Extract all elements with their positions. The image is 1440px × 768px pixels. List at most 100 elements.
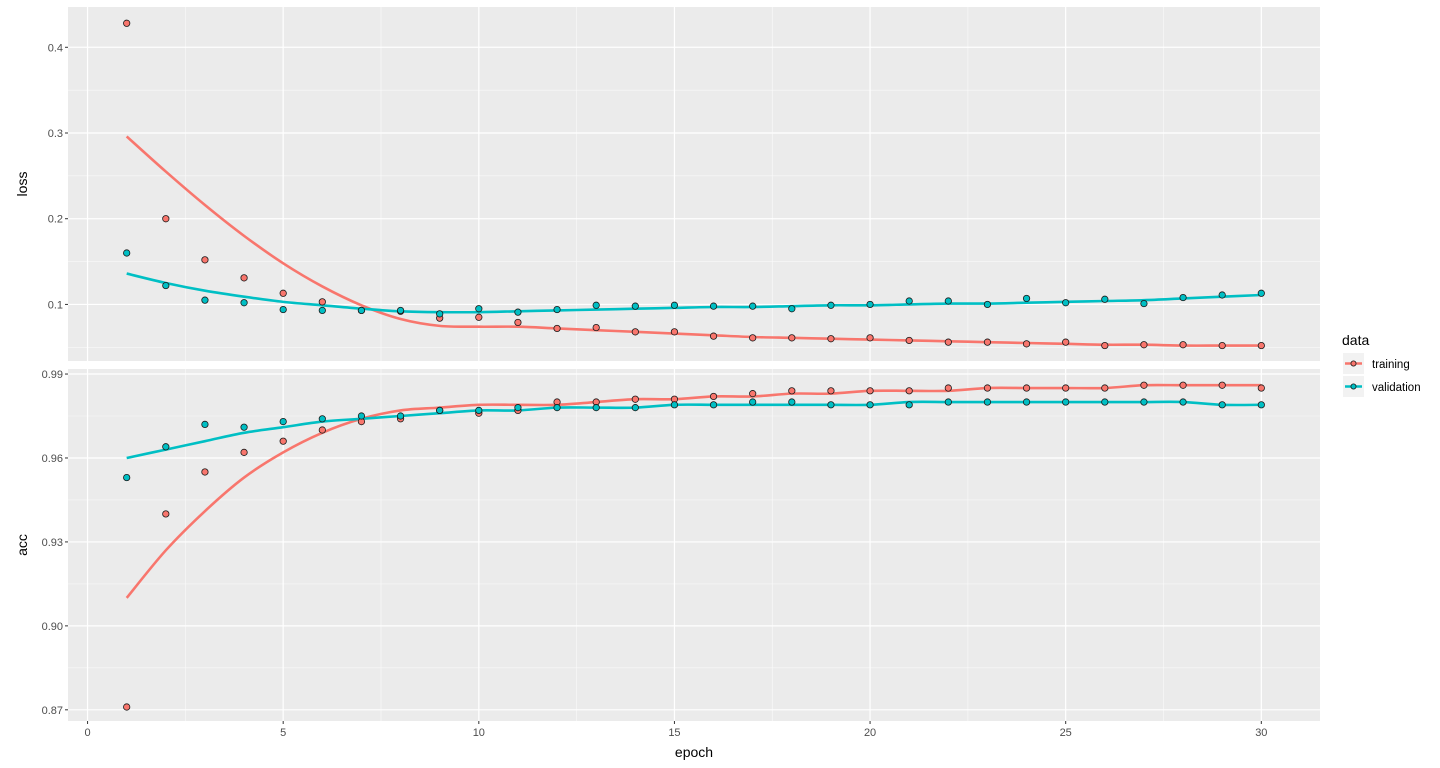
points-validation: [123, 249, 1265, 318]
data-point: [162, 510, 170, 518]
data-point: [1218, 291, 1226, 299]
y-axis-title-acc: acc: [14, 534, 30, 556]
facet-panels: 0.1 0.2 0.3 0.4 loss 0.87 0.90 0.93 0.96 0.99 acc: [14, 7, 1320, 721]
data-point: [1062, 384, 1070, 392]
data-point: [1101, 341, 1109, 350]
data-point: [201, 468, 209, 476]
smooth-line-training: [125, 135, 1262, 347]
y-tick-label: 0.90: [42, 621, 63, 633]
data-point: [162, 443, 170, 451]
legend-item-validation: validation: [1343, 376, 1421, 397]
data-point: [1140, 299, 1148, 308]
data-point: [631, 404, 639, 412]
data-point: [357, 306, 366, 315]
data-point: [1179, 341, 1187, 349]
data-point: [1022, 294, 1031, 303]
data-point: [240, 448, 248, 456]
data-point: [592, 404, 600, 412]
panel-acc: 0.87 0.90 0.93 0.96 0.99 acc: [14, 369, 1320, 721]
data-point: [749, 334, 757, 342]
legend-item-training: training: [1343, 353, 1410, 374]
data-point: [514, 318, 522, 327]
data-point: [1218, 401, 1226, 409]
data-point: [279, 418, 287, 426]
data-point: [1062, 338, 1070, 346]
y-tick-label: 0.93: [42, 537, 63, 549]
data-point: [788, 398, 796, 406]
data-point: [709, 392, 718, 401]
data-point: [436, 310, 444, 318]
data-point: [866, 387, 874, 395]
data-point: [279, 305, 287, 314]
data-point: [436, 406, 444, 415]
data-point: [1062, 299, 1070, 307]
data-point: [631, 395, 639, 403]
data-point: [475, 313, 483, 321]
data-point: [1101, 295, 1109, 303]
legend-label: training: [1372, 359, 1410, 371]
data-point: [1101, 384, 1109, 392]
legend-marker-icon: [1350, 360, 1357, 367]
data-point: [944, 338, 952, 346]
data-point: [201, 256, 209, 264]
data-point: [827, 401, 835, 409]
data-point: [514, 404, 522, 412]
data-point: [1140, 381, 1148, 389]
y-tick-label: 0.96: [42, 453, 63, 465]
data-point: [1257, 341, 1265, 350]
data-point: [944, 384, 952, 392]
data-point: [670, 401, 679, 409]
data-point: [749, 398, 757, 406]
data-point: [1257, 384, 1265, 392]
legend-title: data: [1342, 332, 1369, 348]
data-point: [162, 281, 170, 290]
data-point: [1218, 341, 1226, 350]
data-point: [827, 301, 835, 309]
x-tick-label: 5: [280, 727, 286, 739]
data-point: [1140, 398, 1148, 406]
legend-label: validation: [1372, 382, 1421, 394]
data-point: [318, 298, 326, 306]
data-point: [318, 306, 326, 315]
data-point: [553, 324, 561, 333]
x-axis: 0 5 10 15 20 25 30: [85, 721, 1267, 739]
data-point: [905, 401, 913, 409]
data-point: [592, 301, 600, 309]
x-axis-title: epoch: [675, 744, 713, 760]
y-tick-label: 0.2: [48, 214, 63, 226]
data-point: [1022, 398, 1031, 406]
x-tick-label: 30: [1255, 727, 1267, 739]
data-point: [201, 296, 209, 304]
data-point: [905, 387, 913, 395]
data-point: [553, 305, 561, 314]
y-tick-label: 0.1: [48, 299, 63, 311]
data-point: [1022, 340, 1031, 348]
data-point: [866, 334, 874, 342]
data-point: [866, 401, 874, 409]
data-point: [475, 406, 483, 415]
data-point: [123, 19, 131, 27]
data-point: [1257, 289, 1265, 297]
data-point: [592, 323, 600, 332]
y-axis-title-loss: loss: [14, 172, 30, 197]
data-point: [240, 423, 248, 431]
data-point: [709, 401, 718, 409]
data-point: [788, 334, 796, 342]
data-point: [983, 398, 992, 406]
data-point: [240, 274, 248, 282]
data-point: [279, 289, 287, 297]
data-point: [475, 305, 483, 313]
data-point: [827, 387, 835, 395]
y-tick-label: 0.3: [48, 128, 63, 140]
data-point: [162, 215, 170, 223]
data-point: [905, 297, 913, 305]
x-tick-label: 10: [473, 727, 485, 739]
data-point: [709, 332, 718, 340]
y-tick-label: 0.87: [42, 705, 63, 717]
points-training: [123, 381, 1265, 711]
data-point: [944, 398, 952, 406]
data-point: [1101, 398, 1109, 406]
points-validation: [123, 398, 1265, 482]
data-point: [1179, 381, 1187, 389]
